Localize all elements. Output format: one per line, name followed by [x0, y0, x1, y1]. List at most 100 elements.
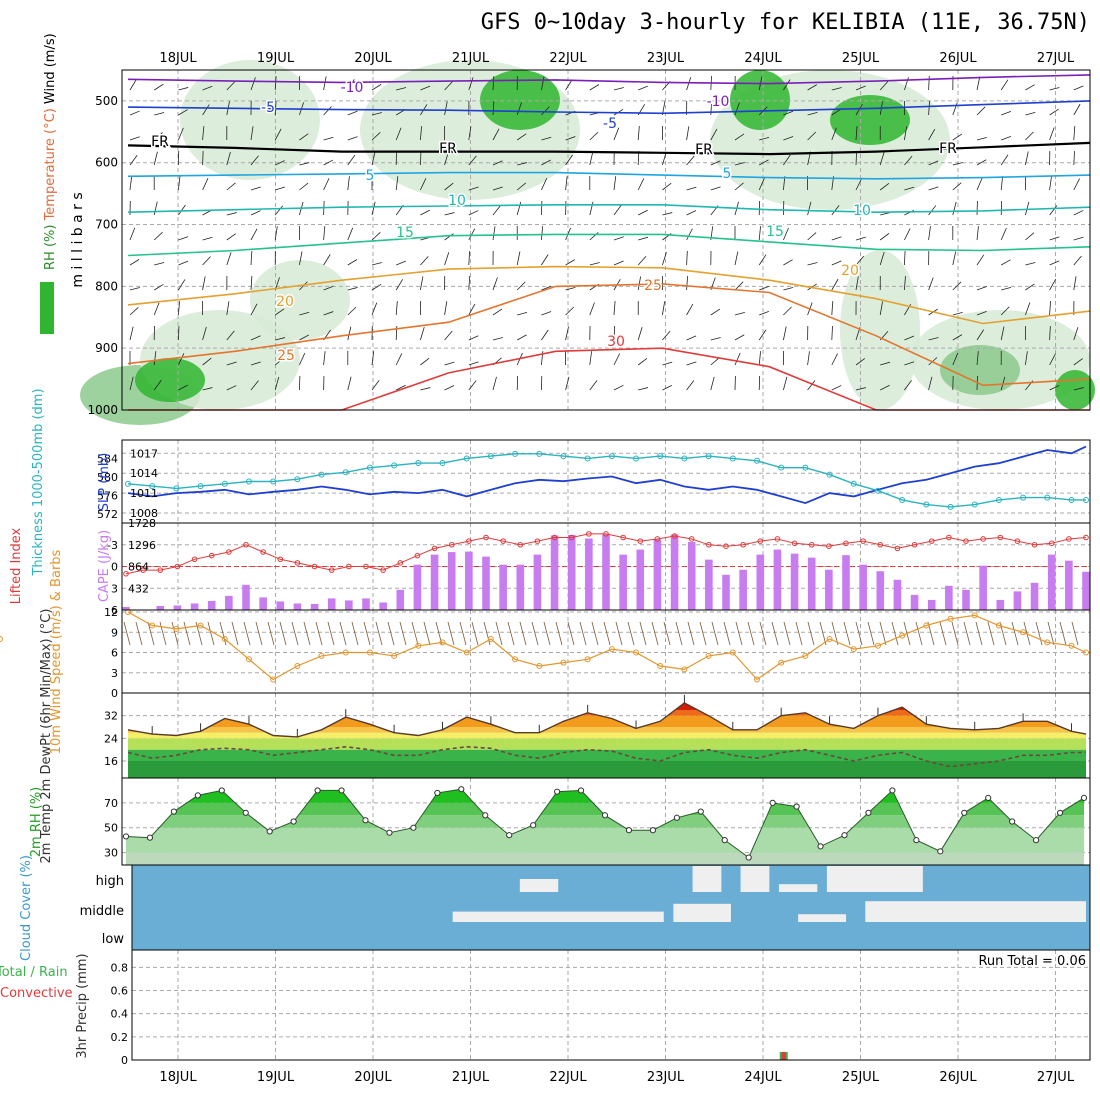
wind-barb	[129, 326, 134, 341]
wind-barb	[771, 621, 779, 646]
wind-barb	[468, 303, 476, 316]
lifted-index-point	[826, 543, 832, 550]
thickness-point	[173, 485, 180, 492]
wind-barb	[323, 254, 331, 266]
wind-barb	[904, 335, 915, 341]
thickness-point	[995, 496, 1002, 503]
wind-barb	[734, 352, 741, 366]
y-tick-label-right: 1296	[128, 539, 156, 552]
wind-barb	[662, 252, 667, 266]
lifted-index-point	[431, 545, 438, 552]
wind-barb	[516, 182, 527, 191]
wind-barb	[444, 182, 454, 191]
wind-barb	[639, 621, 647, 646]
wind-barb	[734, 311, 745, 316]
wind-barb	[855, 85, 866, 91]
x-tick-label-top: 26JUL	[939, 51, 977, 66]
isotherm-line	[127, 100, 1091, 115]
wind-barb	[759, 136, 770, 141]
wind-barb	[226, 330, 235, 341]
wind-barb	[339, 621, 347, 646]
wind-barb	[541, 226, 544, 241]
wind-barb	[347, 287, 358, 291]
wind-barb	[347, 136, 358, 141]
wind-barb	[153, 379, 162, 391]
wind-barb	[129, 287, 140, 291]
cape-bar	[705, 559, 713, 610]
wind-barb	[202, 236, 213, 241]
x-tick-label-bottom: 26JUL	[939, 1070, 977, 1085]
wind-barb	[444, 301, 448, 316]
wind-barb	[976, 177, 983, 191]
wind-barb	[783, 110, 794, 116]
x-tick-label-bottom: 23JUL	[647, 1070, 685, 1085]
wind-barb	[710, 186, 721, 191]
wind-barb	[638, 236, 649, 241]
wind-barb	[1073, 85, 1084, 91]
y-axis-label: 2m RH (%)	[29, 787, 44, 858]
wind-barb	[420, 126, 422, 141]
wind-barb	[274, 128, 282, 141]
wind-barb	[1049, 260, 1060, 266]
wind-barb	[855, 276, 859, 291]
thickness-point	[705, 453, 712, 460]
wind-barb	[807, 351, 810, 366]
cape-bar	[636, 549, 645, 610]
rh-point	[961, 809, 968, 816]
wind-barb	[807, 131, 817, 141]
thickness-point	[439, 460, 446, 467]
wind-barb	[517, 334, 527, 341]
wind-barb	[1025, 262, 1036, 266]
wind-barb	[711, 621, 719, 646]
wind-barb	[1000, 79, 1009, 91]
wind-barb	[855, 126, 858, 141]
wind-barb	[952, 102, 958, 116]
wind-barb	[976, 136, 987, 141]
rh-band	[126, 852, 1084, 865]
wind-barb	[928, 226, 931, 241]
y-tick-label: 700	[95, 218, 118, 232]
wind-barb	[627, 621, 635, 646]
y-tick-label: 24	[104, 732, 118, 745]
wind-barb	[129, 79, 137, 91]
rh-point	[434, 789, 441, 797]
wind-barb	[783, 306, 792, 316]
y-tick-label: 1000	[87, 403, 118, 417]
wind-barb	[759, 286, 770, 291]
cape-bar	[1047, 554, 1056, 610]
rh-shade	[480, 70, 560, 130]
wind-barb	[275, 160, 285, 166]
wind-barb	[274, 226, 278, 241]
y-axis-label-left: Lifted Index	[9, 527, 24, 604]
wind-barb	[351, 621, 359, 646]
wind-speed-point	[778, 659, 785, 666]
wind-barb	[686, 228, 693, 241]
wind-barb	[371, 151, 376, 166]
wind-barb	[686, 186, 697, 191]
y-axis-label-left: Thickness 1000-500mb (dm)	[31, 388, 46, 576]
wind-barb	[178, 384, 188, 391]
thickness-point	[729, 455, 736, 462]
thickness-point	[536, 450, 543, 457]
y-tick-label: 500	[95, 94, 118, 108]
wind-barb	[279, 621, 287, 646]
wind-barb	[202, 357, 212, 366]
wind-speed-point	[439, 639, 446, 646]
contour-label: 10	[853, 203, 871, 219]
wind-barb	[274, 357, 285, 366]
y-tick-label: 600	[95, 156, 118, 170]
wind-speed-point	[753, 676, 760, 683]
wind-barb	[710, 128, 718, 141]
wind-barb	[444, 212, 455, 216]
cape-bar	[979, 565, 987, 610]
y-tick-label: 70	[104, 797, 118, 810]
rh-point	[482, 812, 489, 819]
lifted-index-point	[877, 541, 884, 548]
lifted-index-point	[791, 540, 798, 547]
wind-barb	[347, 176, 350, 191]
wind-barb	[1049, 127, 1055, 141]
isotherm-line	[127, 141, 1091, 156]
wind-barb	[939, 621, 947, 646]
wind-barb	[855, 178, 863, 191]
wind-speed-point	[1083, 649, 1089, 656]
